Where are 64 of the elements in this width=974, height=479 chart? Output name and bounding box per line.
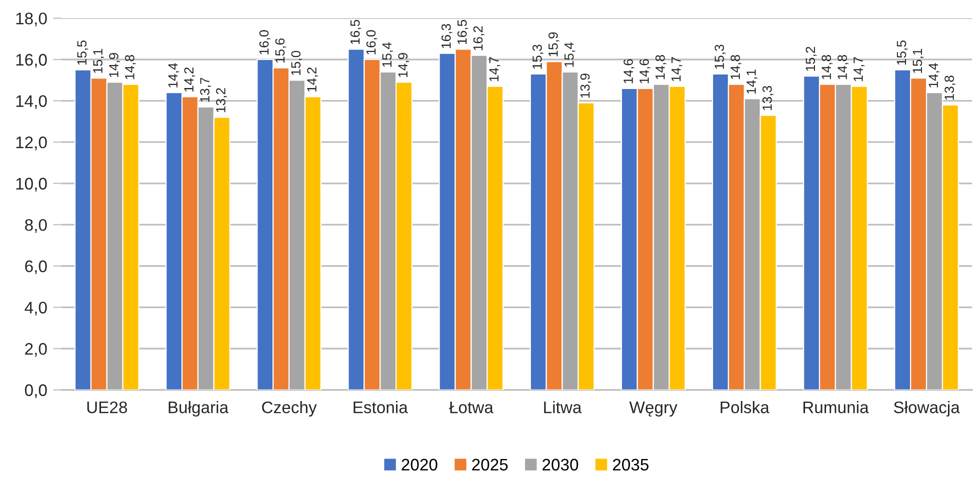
data-label: 14,8 [730,55,742,80]
data-label: 14,7 [489,57,500,82]
data-label: 16,0 [259,30,270,54]
y-tick-label: 14,0 [16,95,47,109]
data-label: 16,3 [441,24,452,48]
data-label: 15,9 [548,32,560,56]
data-label: 14,2 [307,67,318,92]
data-label: 15,4 [564,42,576,67]
x-tick-label: Estonia [354,401,408,414]
x-tick-label: Litwa [544,401,582,414]
x-tick-label: Bułgaria [168,401,229,417]
data-label: 15,6 [275,38,286,63]
data-label: 16,5 [457,20,468,44]
x-tick-label: Rumunia [803,401,869,414]
data-label: 15,3 [532,44,544,69]
data-label: 15,4 [382,42,394,67]
data-label: 16,5 [350,20,362,44]
data-label: 14,7 [854,57,864,82]
y-tick-label: 6,0 [25,260,47,274]
x-tick-label: UE28 [87,401,128,414]
data-label: 15,0 [291,50,302,75]
legend-label: 2025 [472,458,508,471]
data-label: 14,2 [184,67,196,92]
data-label: 14,9 [398,52,410,78]
x-tick-label: Słowacja [894,401,960,417]
data-label: 15,2 [806,46,817,71]
data-label: 13,9 [580,74,592,98]
y-tick-label: 4,0 [24,302,47,316]
x-tick-label: Węgry [629,402,678,417]
y-tick-label: 12,0 [16,136,47,150]
y-tick-label: 2,0 [25,343,47,357]
legend-label: 2020 [402,458,438,471]
data-label: 14,6 [624,59,635,84]
legend-label: 2035 [612,458,648,471]
data-label: 15,1 [912,48,924,73]
x-tick-label: Czechy [262,401,317,417]
data-label: 13,7 [200,78,212,102]
data-label: 14,1 [746,70,758,94]
data-label: 14,7 [672,57,682,82]
data-label: 13,3 [762,86,774,110]
legend-label: 2030 [542,458,578,471]
data-label: 14,8 [822,55,833,80]
data-label: 14,8 [655,55,666,80]
data-label: 15,3 [714,44,726,69]
data-label: 14,4 [928,63,940,88]
data-label: 15,1 [93,48,104,73]
y-tick-label: 10,0 [16,178,47,192]
data-label: 14,8 [838,55,849,80]
y-tick-label: 18,0 [16,12,47,26]
x-tick-label: Polska [720,401,770,414]
data-label: 14,8 [125,55,136,80]
data-label: 13,8 [944,76,956,100]
data-label: 16,2 [473,26,484,50]
data-label: 13,2 [216,88,227,112]
data-label: 15,5 [77,40,88,65]
data-label: 14,9 [109,52,120,78]
y-tick-label: 0,0 [24,384,47,398]
data-label: 16,0 [366,30,378,54]
data-label: 14,4 [168,63,180,88]
data-label: 14,6 [640,59,650,84]
data-label: 15,5 [896,40,908,65]
x-tick-label: Łotwa [449,402,494,414]
y-tick-label: 8,0 [25,219,47,233]
y-tick-label: 16,0 [16,54,47,68]
